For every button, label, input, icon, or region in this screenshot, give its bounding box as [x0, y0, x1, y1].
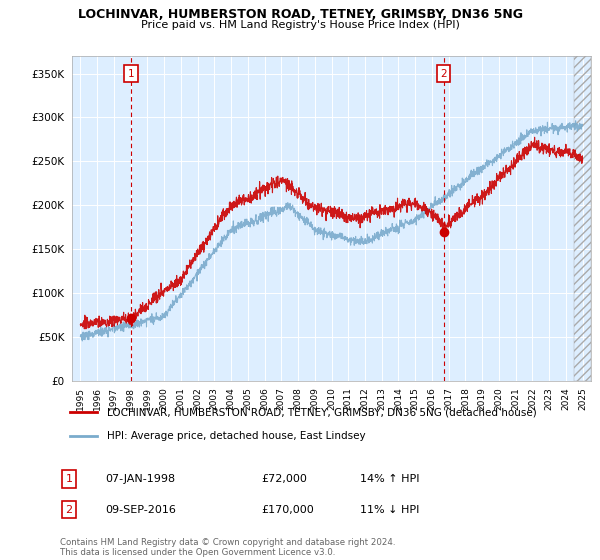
Text: Price paid vs. HM Land Registry's House Price Index (HPI): Price paid vs. HM Land Registry's House … [140, 20, 460, 30]
Text: LOCHINVAR, HUMBERSTON ROAD, TETNEY, GRIMSBY, DN36 5NG (detached house): LOCHINVAR, HUMBERSTON ROAD, TETNEY, GRIM… [107, 408, 537, 418]
Text: 11% ↓ HPI: 11% ↓ HPI [360, 505, 419, 515]
Text: HPI: Average price, detached house, East Lindsey: HPI: Average price, detached house, East… [107, 431, 365, 441]
Text: 07-JAN-1998: 07-JAN-1998 [105, 474, 175, 484]
Text: 1: 1 [65, 474, 73, 484]
Text: 1: 1 [128, 68, 134, 78]
Text: LOCHINVAR, HUMBERSTON ROAD, TETNEY, GRIMSBY, DN36 5NG: LOCHINVAR, HUMBERSTON ROAD, TETNEY, GRIM… [77, 8, 523, 21]
Text: £170,000: £170,000 [261, 505, 314, 515]
Text: 14% ↑ HPI: 14% ↑ HPI [360, 474, 419, 484]
Text: £72,000: £72,000 [261, 474, 307, 484]
Text: 2: 2 [440, 68, 447, 78]
Text: 2: 2 [65, 505, 73, 515]
Text: Contains HM Land Registry data © Crown copyright and database right 2024.
This d: Contains HM Land Registry data © Crown c… [60, 538, 395, 557]
Text: 09-SEP-2016: 09-SEP-2016 [105, 505, 176, 515]
